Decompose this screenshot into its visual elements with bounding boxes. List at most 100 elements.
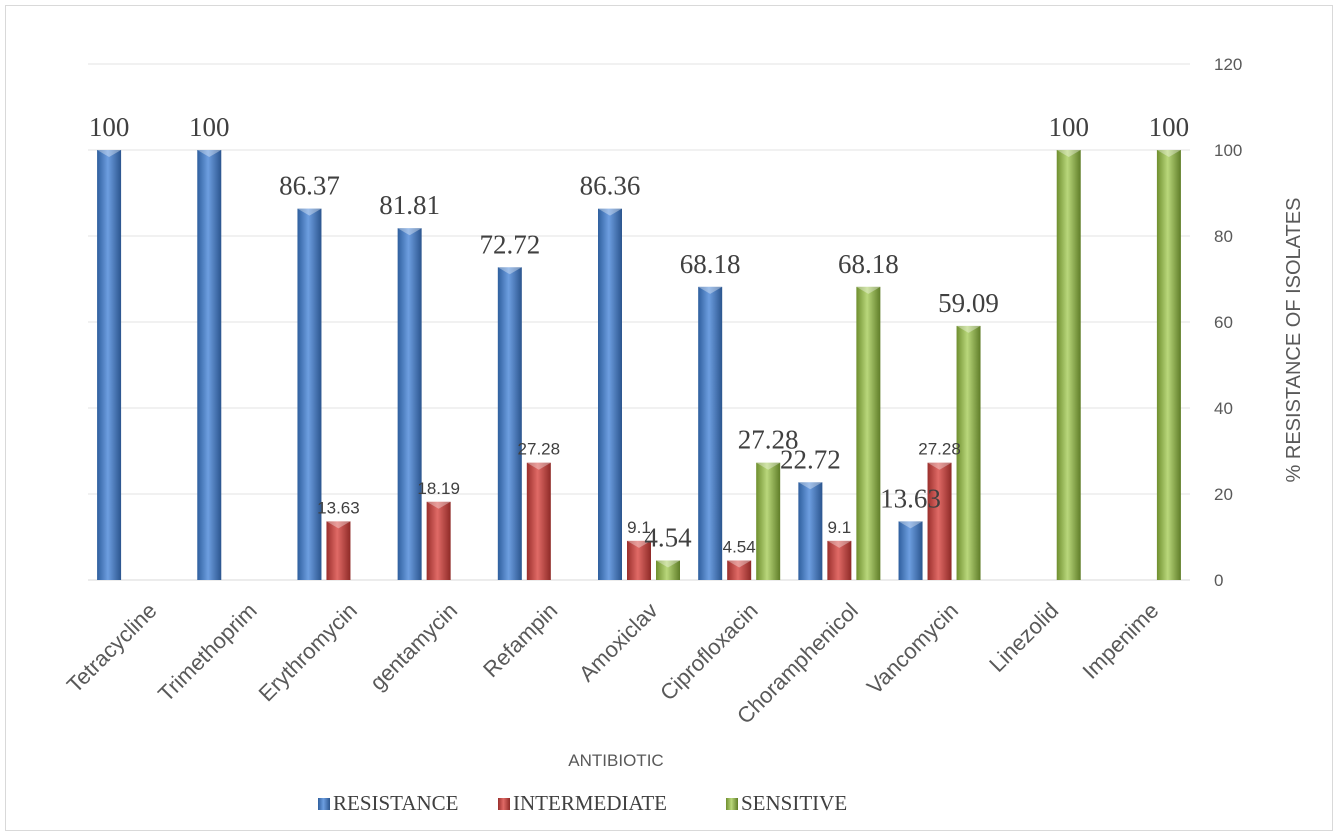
- bar-intermediate: [927, 462, 952, 580]
- bar-sensitive: [856, 286, 881, 580]
- y-axis-ticks: 0 20 40 60 80 100 120: [1214, 55, 1242, 590]
- y-tick-label: 40: [1214, 399, 1233, 418]
- bar-resistance: [598, 208, 622, 581]
- bar-sensitive: [1056, 150, 1081, 580]
- bar-cap: [927, 462, 952, 470]
- data-label: 86.37: [279, 171, 340, 201]
- data-labels: 100 100 86.37 81.81 72.72 86.36 68.18 22.72 13.6…: [89, 112, 1189, 556]
- bar-resistance: [197, 150, 222, 580]
- bar-body: [397, 228, 422, 581]
- bar-body: [1156, 150, 1181, 580]
- bar-intermediate: [627, 540, 651, 580]
- x-tick-label: Trimethoprim: [153, 598, 262, 707]
- data-label: 100: [1048, 112, 1089, 142]
- data-label: 81.81: [379, 190, 440, 220]
- legend-swatch: [726, 798, 738, 810]
- data-label: 22.72: [780, 444, 841, 474]
- bar-cap: [727, 560, 752, 568]
- legend-item-resistance: RESISTANCE: [318, 791, 459, 815]
- bar-cap: [698, 286, 723, 294]
- data-label: 9.1: [828, 518, 852, 537]
- bar-body: [326, 521, 351, 580]
- data-label: 68.18: [680, 249, 741, 279]
- bar-cap: [598, 208, 622, 216]
- data-label: 27.28: [918, 440, 961, 459]
- gridlines: [88, 63, 1190, 581]
- bar-cap: [1156, 150, 1181, 157]
- bar-cap: [798, 482, 823, 490]
- bar-cap: [827, 540, 852, 548]
- x-axis-title: ANTIBIOTIC: [568, 751, 663, 770]
- bar-body: [927, 462, 952, 580]
- y-tick-label: 0: [1214, 571, 1223, 590]
- bar-body: [426, 501, 451, 580]
- bar-cap: [326, 521, 351, 529]
- bar-cap: [898, 521, 923, 529]
- x-tick-label: Amoxiclav: [574, 598, 663, 687]
- bar-body: [856, 286, 881, 580]
- x-tick-label: Vancomycin: [862, 598, 963, 699]
- data-label: 27.28: [518, 440, 561, 459]
- bar-cap: [627, 540, 651, 548]
- legend-label: INTERMEDIATE: [513, 791, 667, 815]
- bar-resistance: [297, 208, 322, 580]
- bar-body: [656, 560, 680, 580]
- bar-sensitive: [956, 325, 981, 580]
- bar-sensitive: [656, 560, 680, 580]
- data-label: 4.54: [644, 522, 692, 552]
- data-label: 72.72: [479, 229, 540, 259]
- bar-body: [526, 462, 551, 580]
- bar-intermediate: [526, 462, 551, 580]
- data-label: 68.18: [838, 249, 899, 279]
- x-tick-label: Erythromycin: [254, 598, 362, 706]
- bar-body: [627, 540, 651, 580]
- bar-body: [956, 325, 981, 580]
- y-tick-label: 120: [1214, 55, 1242, 74]
- bar-body: [698, 286, 723, 580]
- data-label: 59.09: [938, 288, 999, 318]
- bar-body: [798, 482, 823, 580]
- y-tick-label: 20: [1214, 485, 1233, 504]
- bar-cap: [756, 462, 781, 470]
- legend-label: RESISTANCE: [333, 791, 459, 815]
- bar-resistance: [497, 267, 522, 580]
- bar-resistance: [698, 286, 723, 580]
- y-tick-label: 60: [1214, 313, 1233, 332]
- bar-cap: [856, 286, 881, 294]
- bar-cap: [526, 462, 551, 470]
- data-label: 100: [1149, 112, 1190, 142]
- x-tick-label: Refampin: [478, 598, 562, 682]
- bar-body: [197, 150, 222, 580]
- bar-intermediate: [827, 540, 852, 580]
- data-label: 9.1: [627, 518, 651, 537]
- x-tick-label: Ciprofloxacin: [655, 598, 763, 706]
- y-tick-label: 100: [1214, 141, 1242, 160]
- bar-resistance: [898, 521, 923, 580]
- bar-body: [756, 462, 781, 580]
- bar-cap: [426, 501, 451, 509]
- bar-cap: [497, 267, 522, 275]
- data-label: 13.63: [880, 483, 941, 513]
- y-tick-label: 80: [1214, 227, 1233, 246]
- bar-body: [598, 208, 622, 581]
- bar-cap: [297, 208, 322, 216]
- data-label: 100: [189, 112, 230, 142]
- legend-item-sensitive: SENSITIVE: [726, 791, 847, 815]
- bar-body: [898, 521, 923, 580]
- bar-resistance: [97, 150, 122, 580]
- bars: [97, 150, 1181, 581]
- bar-cap: [397, 228, 422, 236]
- bar-body: [97, 150, 122, 580]
- legend-label: SENSITIVE: [741, 791, 847, 815]
- bar-body: [727, 560, 752, 580]
- data-label: 4.54: [723, 537, 756, 556]
- x-tick-label: Impenime: [1077, 598, 1163, 684]
- data-label: 86.36: [580, 171, 641, 201]
- bar-resistance: [798, 482, 823, 580]
- legend-swatch: [318, 798, 330, 810]
- bar-intermediate: [426, 501, 451, 580]
- bar-cap: [956, 325, 981, 333]
- bar-sensitive: [756, 462, 781, 580]
